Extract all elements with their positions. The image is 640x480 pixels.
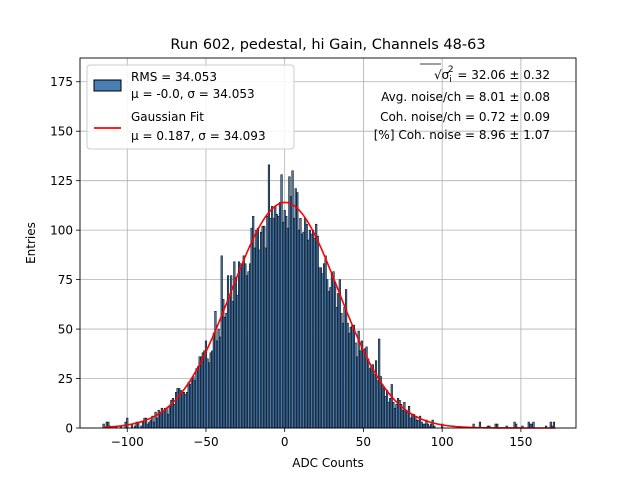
histogram-bar [126,417,129,429]
annotation-sqrt: √σ [434,68,450,82]
y-tick-label: 175 [50,75,73,89]
histogram-bar [282,221,285,429]
legend-histogram-line2: μ = -0.0, σ = 34.053 [131,87,255,101]
annotation-sigma-line: √σi2 = 32.06 ± 0.32 [434,65,550,85]
y-axis-label: Entries [24,222,38,264]
legend-fit-line1: Gaussian Fit [131,110,204,124]
legend-box [86,64,295,150]
histogram-bar [532,421,535,429]
x-tick-label: 150 [509,435,532,449]
legend-histogram-swatch [93,79,122,92]
legend-fit-line2: μ = 0.187, σ = 34.093 [131,129,266,143]
x-tick-label: 50 [356,435,371,449]
x-axis-ticks: −100 −50 0 50 100 150 [111,428,532,449]
y-tick-label: 100 [50,224,73,238]
plot-frame [79,57,577,429]
annotation-value: = 32.06 ± 0.32 [454,68,550,82]
x-tick-label: 0 [281,435,289,449]
y-tick-label: 50 [58,323,73,337]
chart-title: Run 602, pedestal, hi Gain, Channels 48-… [170,37,485,53]
annotation-avg-noise: Avg. noise/ch = 8.01 ± 0.08 [381,90,550,104]
y-axis-ticks: 0 25 50 75 100 125 150 175 [50,75,80,436]
x-tick-label: −100 [111,435,144,449]
y-tick-label: 75 [58,273,73,287]
annotation-coh-percent: [%] Coh. noise = 8.96 ± 1.07 [374,128,550,142]
x-tick-label: −50 [193,435,218,449]
x-axis-label: ADC Counts [292,456,364,470]
histogram-bar [552,421,556,429]
legend: RMS = 34.053 μ = -0.0, σ = 34.053 Gaussi… [86,64,295,150]
y-tick-label: 0 [65,422,73,436]
annotation-sub: i [449,75,452,85]
annotation-sup: 2 [448,65,454,75]
y-tick-label: 25 [58,372,73,386]
y-tick-label: 150 [50,125,73,139]
y-tick-label: 125 [50,174,73,188]
noise-annotations: √σi2 = 32.06 ± 0.32 Avg. noise/ch = 8.01… [374,63,550,142]
legend-histogram-line1: RMS = 34.053 [131,70,217,84]
x-tick-label: 100 [431,435,454,449]
annotation-coh-noise: Coh. noise/ch = 0.72 ± 0.09 [380,110,550,124]
